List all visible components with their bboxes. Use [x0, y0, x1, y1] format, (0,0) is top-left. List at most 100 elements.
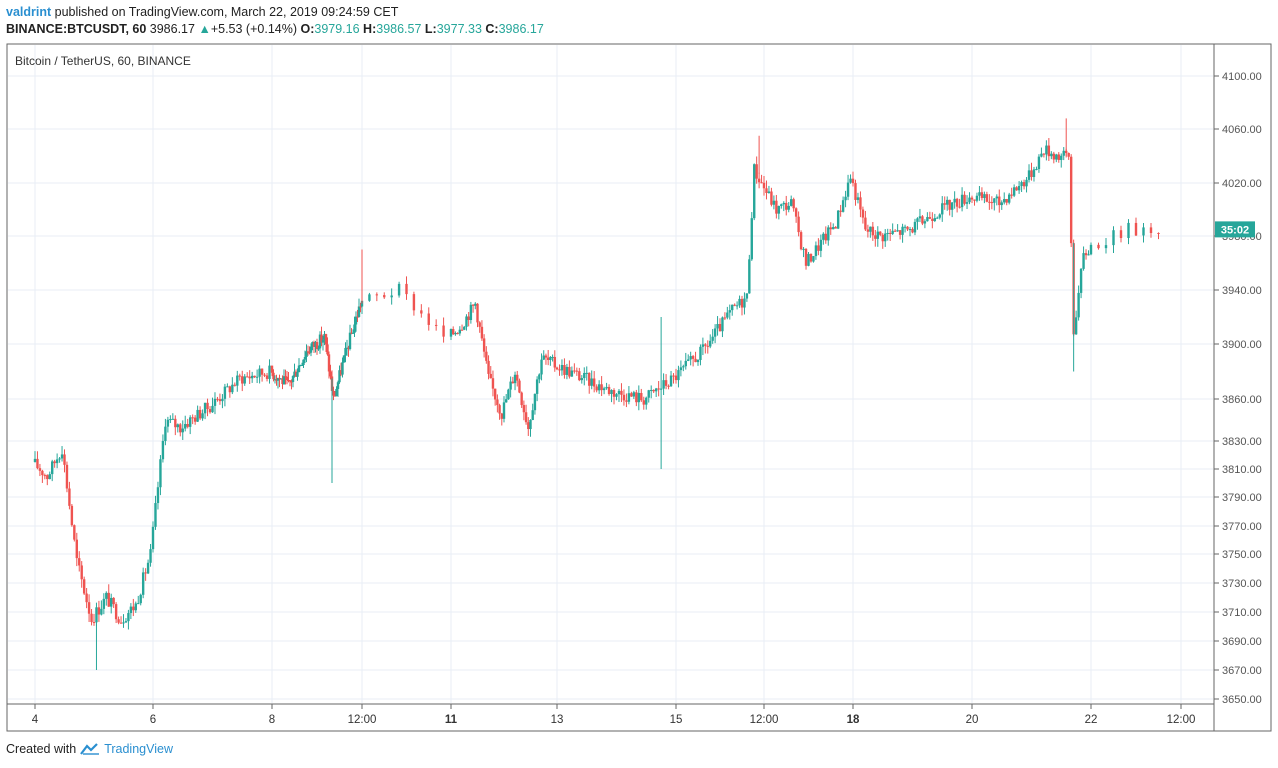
candle-body	[456, 333, 459, 335]
candle-body	[1057, 154, 1060, 160]
candle-body	[819, 239, 823, 251]
candle-body	[181, 428, 184, 433]
candle-body	[760, 182, 763, 184]
price-chart[interactable]: 4100.004060.004020.003980.003940.003900.…	[0, 0, 1278, 740]
candle-body	[983, 194, 986, 198]
close-value: 3986.17	[498, 22, 544, 36]
candle-body	[538, 374, 541, 380]
candle-body	[233, 384, 237, 386]
candle-body	[1025, 179, 1028, 187]
candle-body	[995, 196, 998, 199]
candle-body	[474, 303, 477, 306]
candle-body	[296, 372, 299, 377]
candle-body	[1010, 194, 1013, 196]
candle-body	[338, 370, 341, 383]
candle-body	[993, 198, 996, 203]
candle-body	[1050, 153, 1053, 157]
candle-body	[620, 390, 623, 395]
candle-body	[1037, 156, 1041, 170]
candle-body	[273, 379, 277, 381]
candle-body	[1134, 222, 1138, 236]
publish-info: valdrint published on TradingView.com, M…	[6, 5, 398, 19]
candle-body	[38, 468, 42, 471]
y-tick-label: 3770.00	[1222, 521, 1262, 533]
candle-body	[664, 380, 668, 386]
candle-body	[350, 332, 353, 334]
candle-body	[777, 206, 781, 214]
candle-body	[928, 217, 932, 219]
candle-body	[1000, 202, 1003, 206]
candle-body	[276, 378, 280, 381]
candle-body	[738, 298, 741, 306]
y-tick-label: 3710.00	[1222, 607, 1262, 619]
candle-body	[605, 386, 608, 389]
candle-body	[1112, 230, 1115, 246]
candle-body	[861, 209, 865, 218]
candle-body	[527, 422, 530, 430]
candle-body	[637, 392, 641, 403]
author-name[interactable]: valdrint	[6, 5, 52, 19]
candle-body	[279, 378, 283, 380]
candle-body	[1074, 317, 1078, 335]
candle-body	[312, 341, 316, 347]
candle-body	[278, 378, 281, 380]
tradingview-brand[interactable]: TradingView	[104, 742, 173, 756]
candle-body	[356, 316, 359, 318]
candle-body	[174, 418, 177, 428]
candle-body	[652, 389, 655, 392]
candle-body	[726, 312, 729, 318]
candle-body	[869, 226, 872, 232]
candle-body	[782, 202, 785, 205]
candle-body	[555, 367, 559, 370]
candle-body	[73, 525, 76, 540]
candle-body	[505, 399, 508, 403]
candle-body	[544, 355, 548, 358]
candle-body	[141, 572, 145, 595]
candle-body	[645, 397, 648, 405]
candle-body	[674, 375, 678, 381]
candle-body	[291, 376, 295, 382]
current-price-tag: 35:02	[1215, 221, 1255, 238]
candle-body	[294, 371, 298, 377]
candle-body	[662, 380, 665, 389]
candle-body	[794, 208, 798, 217]
candle-body	[511, 381, 515, 384]
candle-body	[208, 409, 212, 413]
candle-body	[449, 329, 453, 337]
candle-body	[359, 306, 362, 308]
candle-body	[827, 227, 830, 241]
candle-body	[687, 359, 690, 361]
candle-body	[750, 218, 753, 260]
candle-body	[864, 217, 867, 230]
candle-body	[405, 283, 408, 295]
candle-body	[789, 199, 793, 206]
candle-body	[270, 365, 274, 373]
candle-body	[540, 359, 543, 375]
candle-body	[740, 298, 744, 308]
x-tick-label: 4	[32, 714, 39, 726]
candle-body	[327, 354, 331, 372]
candle-body	[284, 376, 287, 378]
candle-body	[263, 374, 266, 376]
candle-body	[948, 199, 951, 210]
candle-body	[268, 365, 271, 379]
candle-body	[80, 565, 83, 580]
candle-body	[110, 597, 113, 607]
candle-body	[836, 210, 840, 229]
candle-body	[100, 608, 103, 615]
candle-body	[1040, 153, 1043, 157]
candle-body	[898, 230, 902, 235]
candle-body	[844, 196, 847, 201]
candle-body	[829, 227, 832, 230]
candle-body	[884, 233, 887, 242]
candle-body	[903, 226, 907, 228]
candle-body	[689, 356, 692, 360]
grid-lines	[8, 45, 1213, 703]
candle-body	[63, 454, 66, 465]
candle-body	[246, 376, 249, 378]
candle-body	[879, 231, 882, 235]
high-value: 3986.57	[376, 22, 422, 36]
candle-body	[627, 393, 631, 402]
x-tick-label: 8	[269, 714, 275, 726]
candle-body	[570, 370, 574, 377]
